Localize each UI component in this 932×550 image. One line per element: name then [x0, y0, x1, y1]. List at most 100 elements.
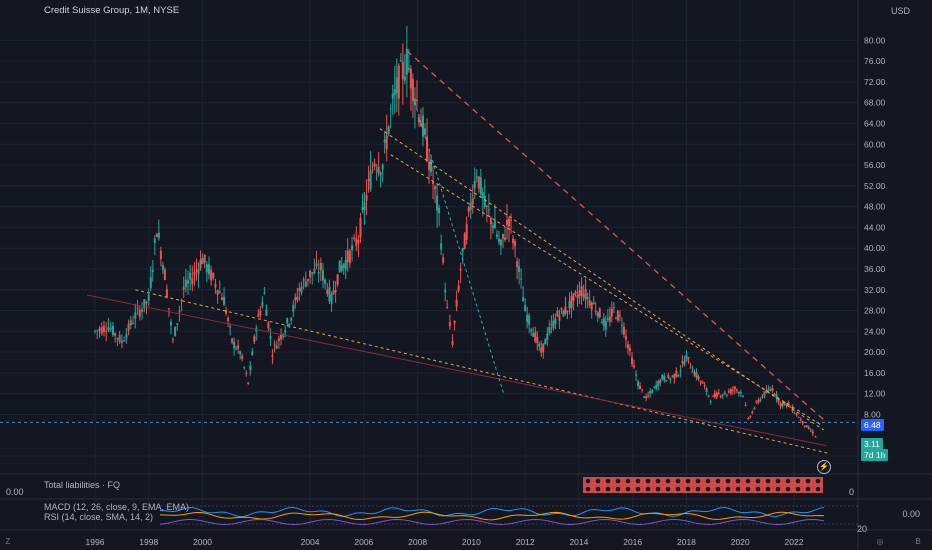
candle-body [149, 277, 152, 288]
candle-body [560, 307, 563, 310]
candle-body [413, 98, 416, 105]
liabilities-marker [715, 478, 721, 484]
last-price-tag: 3.11 [861, 438, 883, 450]
candle-body [693, 372, 696, 376]
candle-body [212, 273, 215, 279]
liabilities-marker [685, 486, 691, 492]
candle-body [701, 381, 704, 384]
y-tick-label: 16.00 [864, 368, 886, 378]
liabilities-marker [725, 478, 731, 484]
candle-body [107, 326, 110, 331]
candle-body [430, 159, 433, 173]
liabilities-marker [605, 478, 611, 484]
candle-body [195, 270, 198, 272]
candle-body [259, 311, 262, 316]
candle-body [102, 325, 105, 332]
candle-body [469, 202, 472, 211]
candle-body [685, 354, 688, 362]
total-liabilities-label[interactable]: Total liabilities · FQ [44, 480, 121, 490]
candle-body [590, 302, 593, 310]
candle-body [159, 250, 162, 260]
candle-body [562, 310, 565, 317]
candle-body [703, 385, 706, 387]
x-tick-label: 2008 [408, 537, 427, 547]
candle-body [769, 389, 772, 391]
candle-body [485, 205, 488, 207]
candle-body [338, 260, 341, 273]
candle-body [233, 342, 236, 348]
candle-body [290, 317, 293, 321]
liabilities-marker [815, 486, 821, 492]
candle-body [737, 391, 740, 394]
liabilities-marker [755, 478, 761, 484]
candle-body [608, 316, 611, 322]
candle-body [495, 234, 498, 237]
candle-body [524, 304, 527, 312]
macd-right-value: 0.00 [902, 509, 920, 519]
candle-body [324, 279, 327, 284]
liabilities-marker [655, 486, 661, 492]
y-tick-label: 52.00 [864, 181, 886, 191]
candle-body [197, 268, 200, 275]
candle-body [520, 278, 523, 280]
settings-icon[interactable]: ◎ [876, 537, 884, 546]
macd-label[interactable]: MACD (12, 26, close, 9, EMA, EMA) [44, 502, 190, 512]
candle-body [773, 394, 776, 396]
candle-body [304, 281, 307, 287]
liabilities-marker [655, 478, 661, 484]
candle-body [584, 289, 587, 300]
candle-body [184, 279, 187, 288]
candle-body [151, 269, 154, 273]
candle-body [114, 333, 117, 336]
candle-body [373, 163, 376, 167]
candle-body [411, 78, 414, 102]
zoom-toggle-button[interactable]: Z [5, 537, 11, 546]
candle-body [247, 382, 250, 385]
candle-body [448, 321, 451, 327]
candle-body [616, 310, 619, 321]
candle-body [805, 425, 808, 428]
liabilities-marker [675, 486, 681, 492]
candle-body [699, 380, 702, 383]
candle-body [191, 278, 194, 285]
candle-body [618, 315, 621, 317]
candle-body [311, 272, 314, 275]
candle-body [465, 224, 468, 240]
support-line [379, 128, 824, 431]
candle-body [120, 340, 123, 343]
candle-body [717, 392, 720, 394]
candle-body [530, 329, 533, 332]
rsi-label[interactable]: RSI (14, close, SMA, 14, 2) [44, 512, 154, 522]
y-tick-label: 72.00 [864, 77, 886, 87]
candle-body [614, 318, 617, 320]
liabilities-marker [695, 486, 701, 492]
candle-body [353, 237, 356, 239]
liabilities-marker [605, 486, 611, 492]
candle-body [434, 186, 437, 190]
scale-mode-button[interactable]: B [915, 537, 921, 546]
candle-body [765, 389, 768, 393]
horizontal-level-tag: 6.48 [861, 419, 884, 431]
candle-body [451, 341, 454, 345]
candle-body [747, 418, 750, 420]
trend-line [86, 294, 827, 447]
candle-body [536, 336, 539, 344]
candle-body [344, 260, 347, 270]
candle-body [223, 296, 226, 306]
candle-body [385, 135, 388, 150]
candle-body [793, 412, 796, 414]
candle-body [749, 416, 752, 418]
candle-body [550, 323, 553, 325]
candle-body [622, 326, 625, 335]
candle-body [503, 237, 506, 240]
candle-body [552, 320, 555, 329]
lightning-icon[interactable]: ⚡ [817, 460, 831, 474]
candle-body [455, 299, 458, 307]
candle-body [779, 403, 782, 407]
candle-body [176, 323, 179, 325]
candle-body [330, 293, 333, 304]
candle-body [300, 286, 303, 293]
candle-body [763, 391, 766, 396]
liabilities-marker [795, 486, 801, 492]
